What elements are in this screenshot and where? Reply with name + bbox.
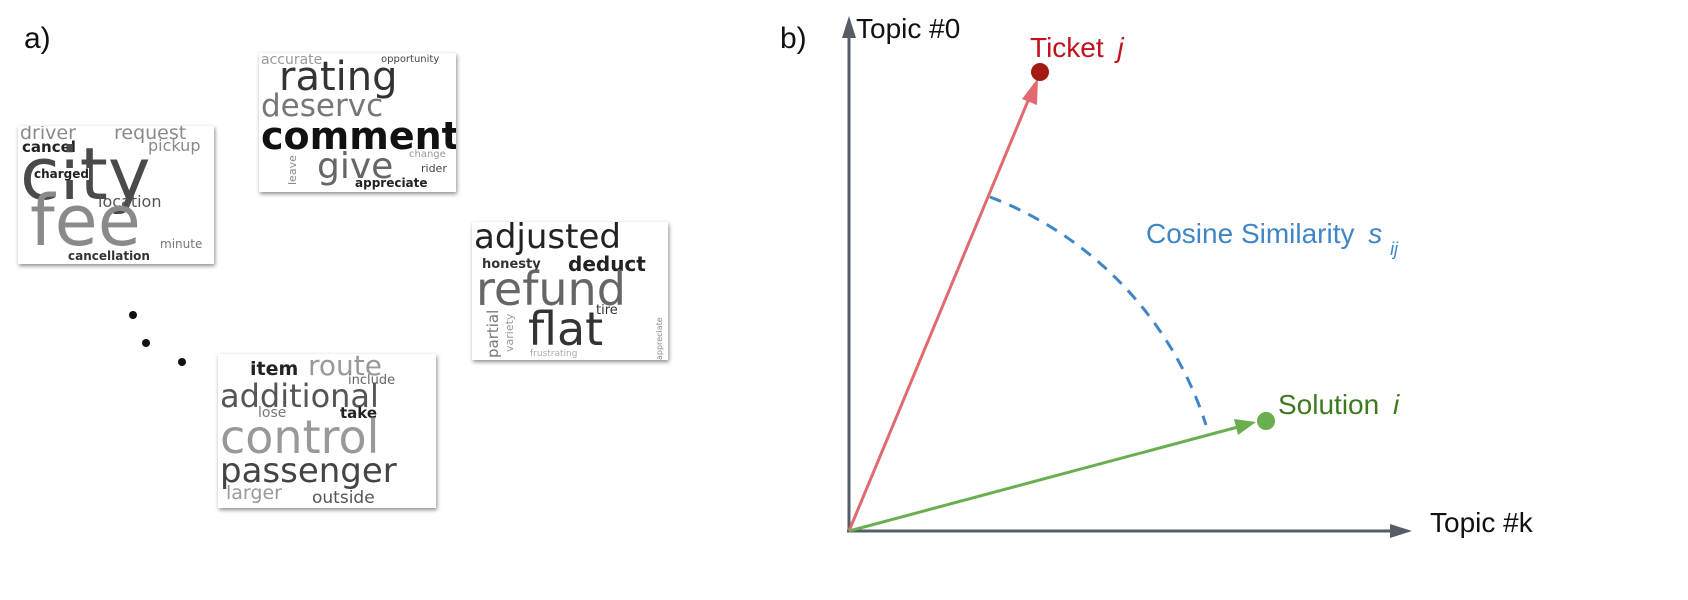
word: rating: [279, 54, 398, 100]
solution-label-text: Solution: [1278, 389, 1379, 420]
word: frustrating: [530, 349, 578, 359]
ellipsis-dot: [142, 339, 150, 347]
wordcloud-1: driver request cancel pickup city charge…: [18, 126, 214, 264]
solution-vector: [848, 425, 1239, 533]
solution-label: Solution i: [1278, 389, 1400, 420]
word: adjusted: [474, 222, 621, 257]
wordcloud-2: accurate opportunity rating deservc comm…: [259, 53, 456, 192]
ticket-variable: j: [1113, 32, 1124, 63]
word: driver: [20, 126, 76, 144]
wordcloud-4: item route include additional lose take …: [218, 354, 436, 508]
ticket-point: [1031, 63, 1049, 81]
word: give: [317, 146, 394, 187]
similarity-label: Cosine Similarity s ij: [1146, 218, 1399, 259]
word: fee: [30, 180, 141, 262]
word: request: [114, 126, 187, 144]
word: opportunity: [381, 54, 440, 65]
similarity-label-text: Cosine Similarity: [1146, 218, 1355, 249]
word: accurate: [261, 53, 323, 68]
wordcloud-3: adjusted honesty deduct refund partial v…: [472, 222, 668, 360]
word: item: [250, 358, 299, 380]
word: minute: [160, 237, 203, 251]
ticket-label: Ticket j: [1030, 32, 1124, 63]
word: deduct: [568, 252, 646, 276]
word: cancel: [22, 138, 76, 156]
word: deservc: [261, 88, 384, 124]
word: take: [340, 404, 378, 422]
word: passenger: [220, 451, 397, 491]
word: lose: [258, 405, 287, 421]
word: flat: [528, 302, 604, 356]
word: honesty: [482, 257, 541, 272]
word: rider: [421, 162, 447, 175]
word: additional: [220, 377, 379, 415]
y-axis-arrowhead: [842, 16, 856, 38]
ellipsis-dot: [178, 358, 186, 366]
word: charged: [34, 167, 89, 181]
ellipsis-dot: [129, 311, 137, 319]
similarity-arc: [989, 195, 1208, 426]
ticket-label-text: Ticket: [1030, 32, 1104, 63]
similarity-subscript: ij: [1390, 239, 1399, 259]
word: pickup: [148, 136, 201, 155]
word: location: [98, 192, 162, 211]
word: tire: [596, 303, 618, 318]
solution-point: [1257, 412, 1275, 430]
ticket-vector: [847, 95, 1032, 532]
word: outside: [312, 488, 375, 508]
word: refund: [476, 262, 626, 316]
word: include: [348, 373, 396, 388]
word: change: [409, 149, 446, 160]
solution-arrowhead: [1234, 419, 1256, 435]
word: control: [220, 410, 380, 464]
word: comment: [261, 114, 456, 158]
word: larger: [226, 482, 282, 504]
word: appreciate: [355, 176, 428, 190]
similarity-variable: s: [1368, 218, 1382, 249]
word: cancellation: [68, 249, 150, 263]
panel-b-label: b): [780, 22, 807, 55]
x-axis-arrowhead: [1390, 524, 1412, 538]
x-axis-label: Topic #k: [1430, 507, 1534, 538]
word: route: [308, 354, 382, 382]
ticket-arrowhead: [1022, 78, 1038, 105]
panel-a-label: a): [24, 22, 51, 55]
solution-variable: i: [1393, 389, 1400, 420]
y-axis-label: Topic #0: [856, 13, 960, 44]
